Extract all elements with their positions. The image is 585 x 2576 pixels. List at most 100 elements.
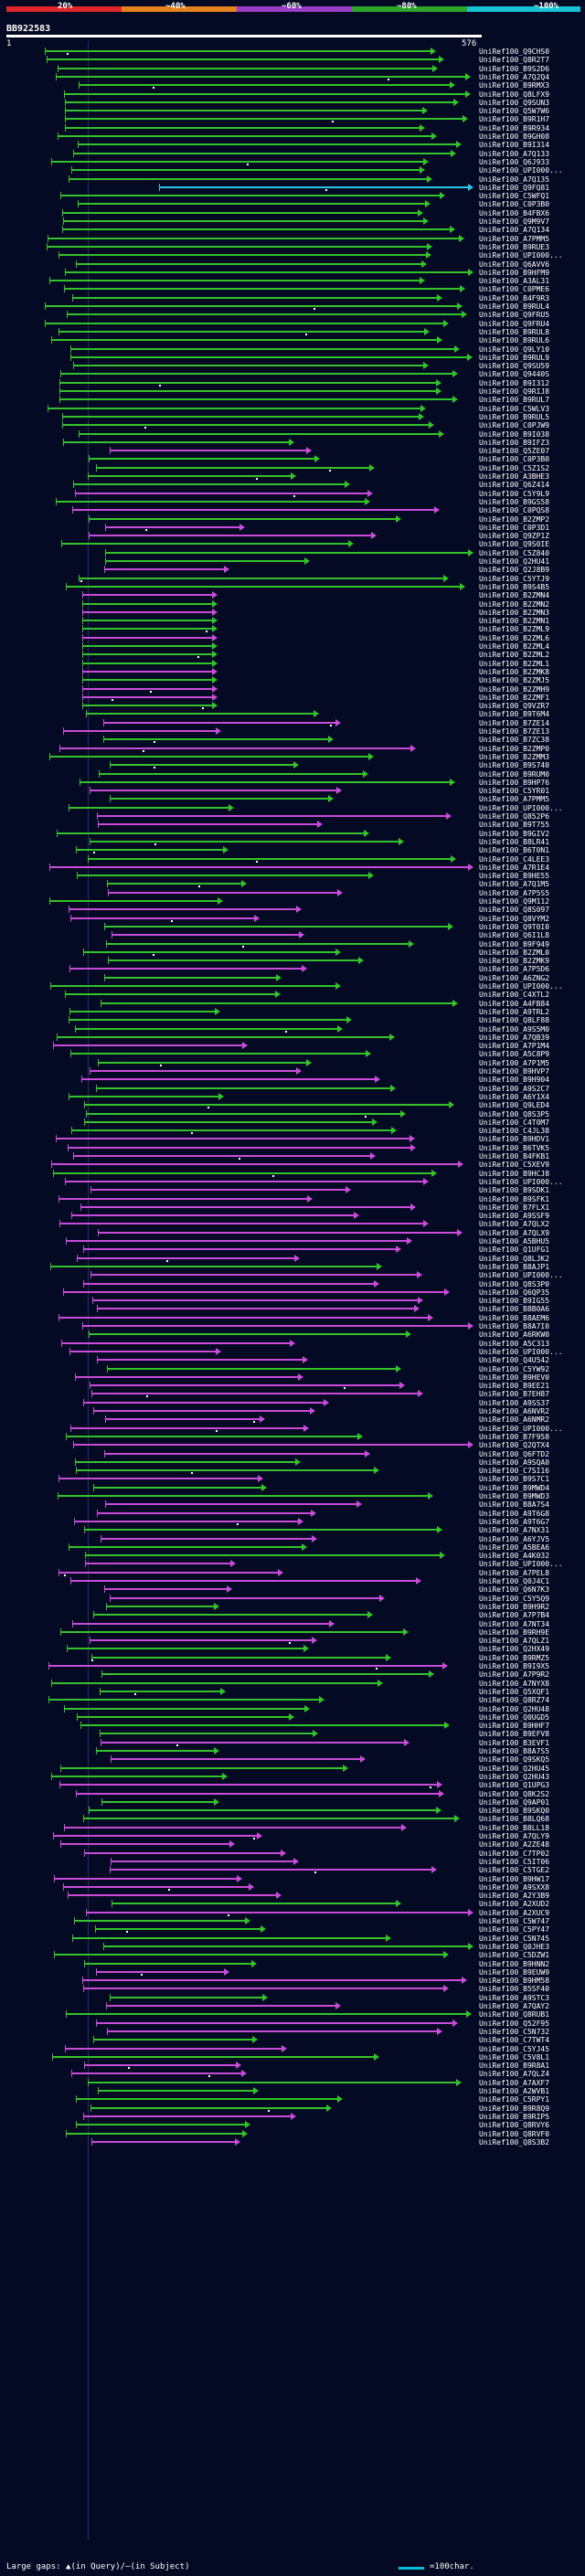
hit-label[interactable]: UniRef100_A7Q134 [479,226,550,235]
hit-bar[interactable] [67,1648,303,1650]
hit-label[interactable]: UniRef100_A3BHE3 [479,472,550,481]
hit-label[interactable]: UniRef100_B6TVK5 [479,1143,550,1152]
hit-bar[interactable] [84,1120,372,1123]
hit-label[interactable]: UniRef100_Q8S3P5 [479,1109,550,1118]
hit-label[interactable]: UniRef100_A5BEA6 [479,1542,550,1552]
hit-label[interactable]: UniRef100_Q8VYM2 [479,914,550,923]
hit-label[interactable]: UniRef100_B8A7S5 [479,1747,550,1755]
hit-bar[interactable] [82,1979,462,1982]
hit-bar[interactable] [65,1180,423,1182]
hit-bar[interactable] [88,475,291,477]
hit-bar[interactable] [62,211,418,214]
hit-label[interactable]: UniRef100_B9EE21 [479,1382,550,1391]
hit-bar[interactable] [100,1733,313,1735]
hit-label[interactable]: UniRef100_A7QB39 [479,1033,550,1042]
hit-bar[interactable] [58,67,432,69]
hit-label[interactable]: UniRef100_Q2HU45 [479,1764,550,1773]
hit-bar[interactable] [58,330,424,333]
hit-label[interactable]: UniRef100_UPI000... [479,1347,563,1356]
hit-bar[interactable] [159,186,468,188]
hit-bar[interactable] [58,1478,258,1480]
hit-label[interactable]: UniRef100_B9HEV0 [479,1373,550,1382]
hit-bar[interactable] [82,705,212,707]
hit-label[interactable]: UniRef100_Q9LY10 [479,345,550,354]
hit-label[interactable]: UniRef100_A7P5S5 [479,888,550,897]
hit-bar[interactable] [59,390,436,392]
hit-bar[interactable] [101,1537,312,1540]
hit-bar[interactable] [48,237,459,239]
hit-label[interactable]: UniRef100_A6RKW0 [479,1330,550,1340]
hit-label[interactable]: UniRef100_Q852P6 [479,812,550,821]
hit-bar[interactable] [67,313,462,316]
hit-bar[interactable] [90,840,399,843]
hit-bar[interactable] [70,1580,416,1582]
hit-label[interactable]: UniRef100_B9RUL9 [479,353,550,362]
hit-label[interactable]: UniRef100_A9SXX8 [479,1882,550,1892]
hit-bar[interactable] [103,721,335,724]
hit-bar[interactable] [111,1758,360,1761]
hit-label[interactable]: UniRef100_Q6J933 [479,157,550,166]
hit-bar[interactable] [104,976,276,979]
hit-bar[interactable] [80,1724,444,1727]
hit-label[interactable]: UniRef100_A2Y3B9 [479,1892,550,1901]
hit-label[interactable]: UniRef100_B2ZMK9 [479,957,550,966]
hit-label[interactable]: UniRef100_A7PMM5 [479,795,550,804]
hit-bar[interactable] [90,1189,346,1192]
hit-label[interactable]: UniRef100_B9R1H7 [479,115,550,124]
hit-label[interactable]: UniRef100_C5Z840 [479,548,550,557]
hit-bar[interactable] [88,2081,456,2083]
hit-label[interactable]: UniRef100_B9I9X5 [479,1662,550,1670]
hit-bar[interactable] [82,687,212,690]
hit-bar[interactable] [51,1681,378,1684]
hit-label[interactable]: UniRef100_Q8S097 [479,906,550,915]
hit-label[interactable]: UniRef100_Q8RZ74 [479,1696,550,1705]
hit-bar[interactable] [50,985,335,987]
hit-label[interactable]: UniRef100_B9I314 [479,141,550,150]
hit-label[interactable]: UniRef100_Q9AP01 [479,1797,550,1807]
hit-bar[interactable] [104,1588,227,1591]
hit-label[interactable]: UniRef100_Q9ZP1Z [479,532,550,541]
hit-label[interactable]: UniRef100_Q2J8B9 [479,566,550,575]
hit-label[interactable]: UniRef100_A9SQA0 [479,1458,550,1467]
hit-label[interactable]: UniRef100_Q9RIJ8 [479,387,550,396]
hit-label[interactable]: UniRef100_A7NX31 [479,1526,550,1535]
hit-bar[interactable] [65,270,468,273]
hit-label[interactable]: UniRef100_B9H9R2 [479,1602,550,1611]
hit-bar[interactable] [49,900,218,902]
hit-label[interactable]: UniRef100_A7P9R2 [479,1670,550,1680]
hit-bar[interactable] [91,1393,418,1395]
hit-bar[interactable] [59,1784,437,1786]
hit-label[interactable]: UniRef100_B9GS58 [479,497,550,506]
hit-label[interactable]: UniRef100_C5PY47 [479,1925,550,1935]
hit-bar[interactable] [89,517,396,520]
hit-label[interactable]: UniRef100_B4FKB1 [479,1152,550,1161]
hit-label[interactable]: UniRef100_A7AXF7 [479,2078,550,2087]
hit-label[interactable]: UniRef100_Q9M112 [479,897,550,906]
hit-bar[interactable] [58,1316,428,1319]
hit-label[interactable]: UniRef100_C5TGE2 [479,1866,550,1875]
hit-label[interactable]: UniRef100_A7Q133 [479,149,550,158]
hit-label[interactable]: UniRef100_C7SI16 [479,1467,550,1476]
hit-bar[interactable] [58,1495,428,1497]
hit-bar[interactable] [62,228,450,231]
hit-bar[interactable] [99,772,363,775]
hit-label[interactable]: UniRef100_A7NYX8 [479,1679,550,1688]
hit-bar[interactable] [73,1444,468,1447]
hit-bar[interactable] [69,806,229,809]
hit-label[interactable]: UniRef100_Q9SU59 [479,362,550,371]
hit-label[interactable]: UniRef100_B9H904 [479,1076,550,1085]
hit-label[interactable]: UniRef100_B6T0N1 [479,846,550,855]
hit-bar[interactable] [82,1325,468,1327]
hit-label[interactable]: UniRef100_A7Q135 [479,175,550,184]
hit-bar[interactable] [105,525,239,528]
hit-label[interactable]: UniRef100_B2ZMN3 [479,608,550,617]
hit-label[interactable]: UniRef100_B9MWD3 [479,1492,550,1500]
hit-label[interactable]: UniRef100_B9RUL7 [479,396,550,405]
hit-label[interactable]: UniRef100_B9HFM9 [479,268,550,277]
hit-label[interactable]: UniRef100_A2XUC9 [479,1908,550,1917]
hit-label[interactable]: UniRef100_B9HDV1 [479,1135,550,1144]
hit-bar[interactable] [54,1877,237,1880]
hit-bar[interactable] [82,628,212,631]
hit-label[interactable]: UniRef100_A7QLZ4 [479,2070,550,2079]
hit-bar[interactable] [69,1095,218,1097]
